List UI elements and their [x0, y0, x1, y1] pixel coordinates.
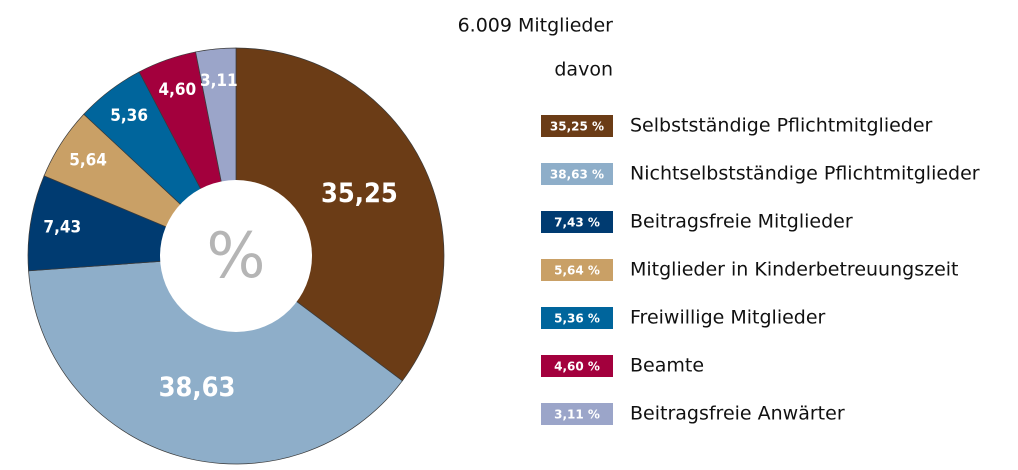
slice-label: 7,43 — [43, 218, 81, 238]
legend-value: 4,60 % — [554, 360, 600, 374]
slice — [235, 47, 445, 382]
legend-swatch — [541, 403, 613, 425]
legend-label: Selbstständige Pflichtmitglieder — [630, 115, 933, 137]
slice-label: 4,60 — [158, 80, 196, 100]
legend-swatch — [541, 163, 613, 185]
legend-label: Freiwillige Mitglieder — [630, 307, 826, 329]
legend-label: Nichtselbstständige Pflichtmitglieder — [630, 163, 980, 185]
slice — [28, 255, 403, 465]
slice-label: 5,64 — [69, 151, 107, 171]
legend-value: 35,25 % — [550, 120, 604, 134]
slice-label: 35,25 — [321, 178, 398, 209]
legend-swatch — [541, 355, 613, 377]
slice-label: 38,63 — [159, 372, 236, 403]
legend-value: 7,43 % — [554, 216, 600, 230]
legend-value: 3,11 % — [554, 408, 600, 422]
legend-label: Beamte — [630, 355, 704, 377]
slice-label: 5,36 — [110, 106, 148, 126]
chart-subtitle: davon — [554, 59, 613, 81]
center-label: % — [207, 219, 266, 292]
legend-swatch — [541, 115, 613, 137]
slice-label: 3,11 — [200, 71, 238, 91]
legend-value: 5,64 % — [554, 264, 600, 278]
legend-swatch — [541, 307, 613, 329]
legend-value: 5,36 % — [554, 312, 600, 326]
legend-swatch — [541, 259, 613, 281]
chart-title: 6.009 Mitglieder — [458, 15, 614, 37]
donut-hole — [160, 180, 312, 332]
legend-label: Mitglieder in Kinderbetreuungszeit — [630, 259, 959, 281]
legend-label: Beitragsfreie Anwärter — [630, 403, 845, 425]
legend-value: 38,63 % — [550, 168, 604, 182]
legend-swatch — [541, 211, 613, 233]
legend-label: Beitragsfreie Mitglieder — [630, 211, 853, 233]
